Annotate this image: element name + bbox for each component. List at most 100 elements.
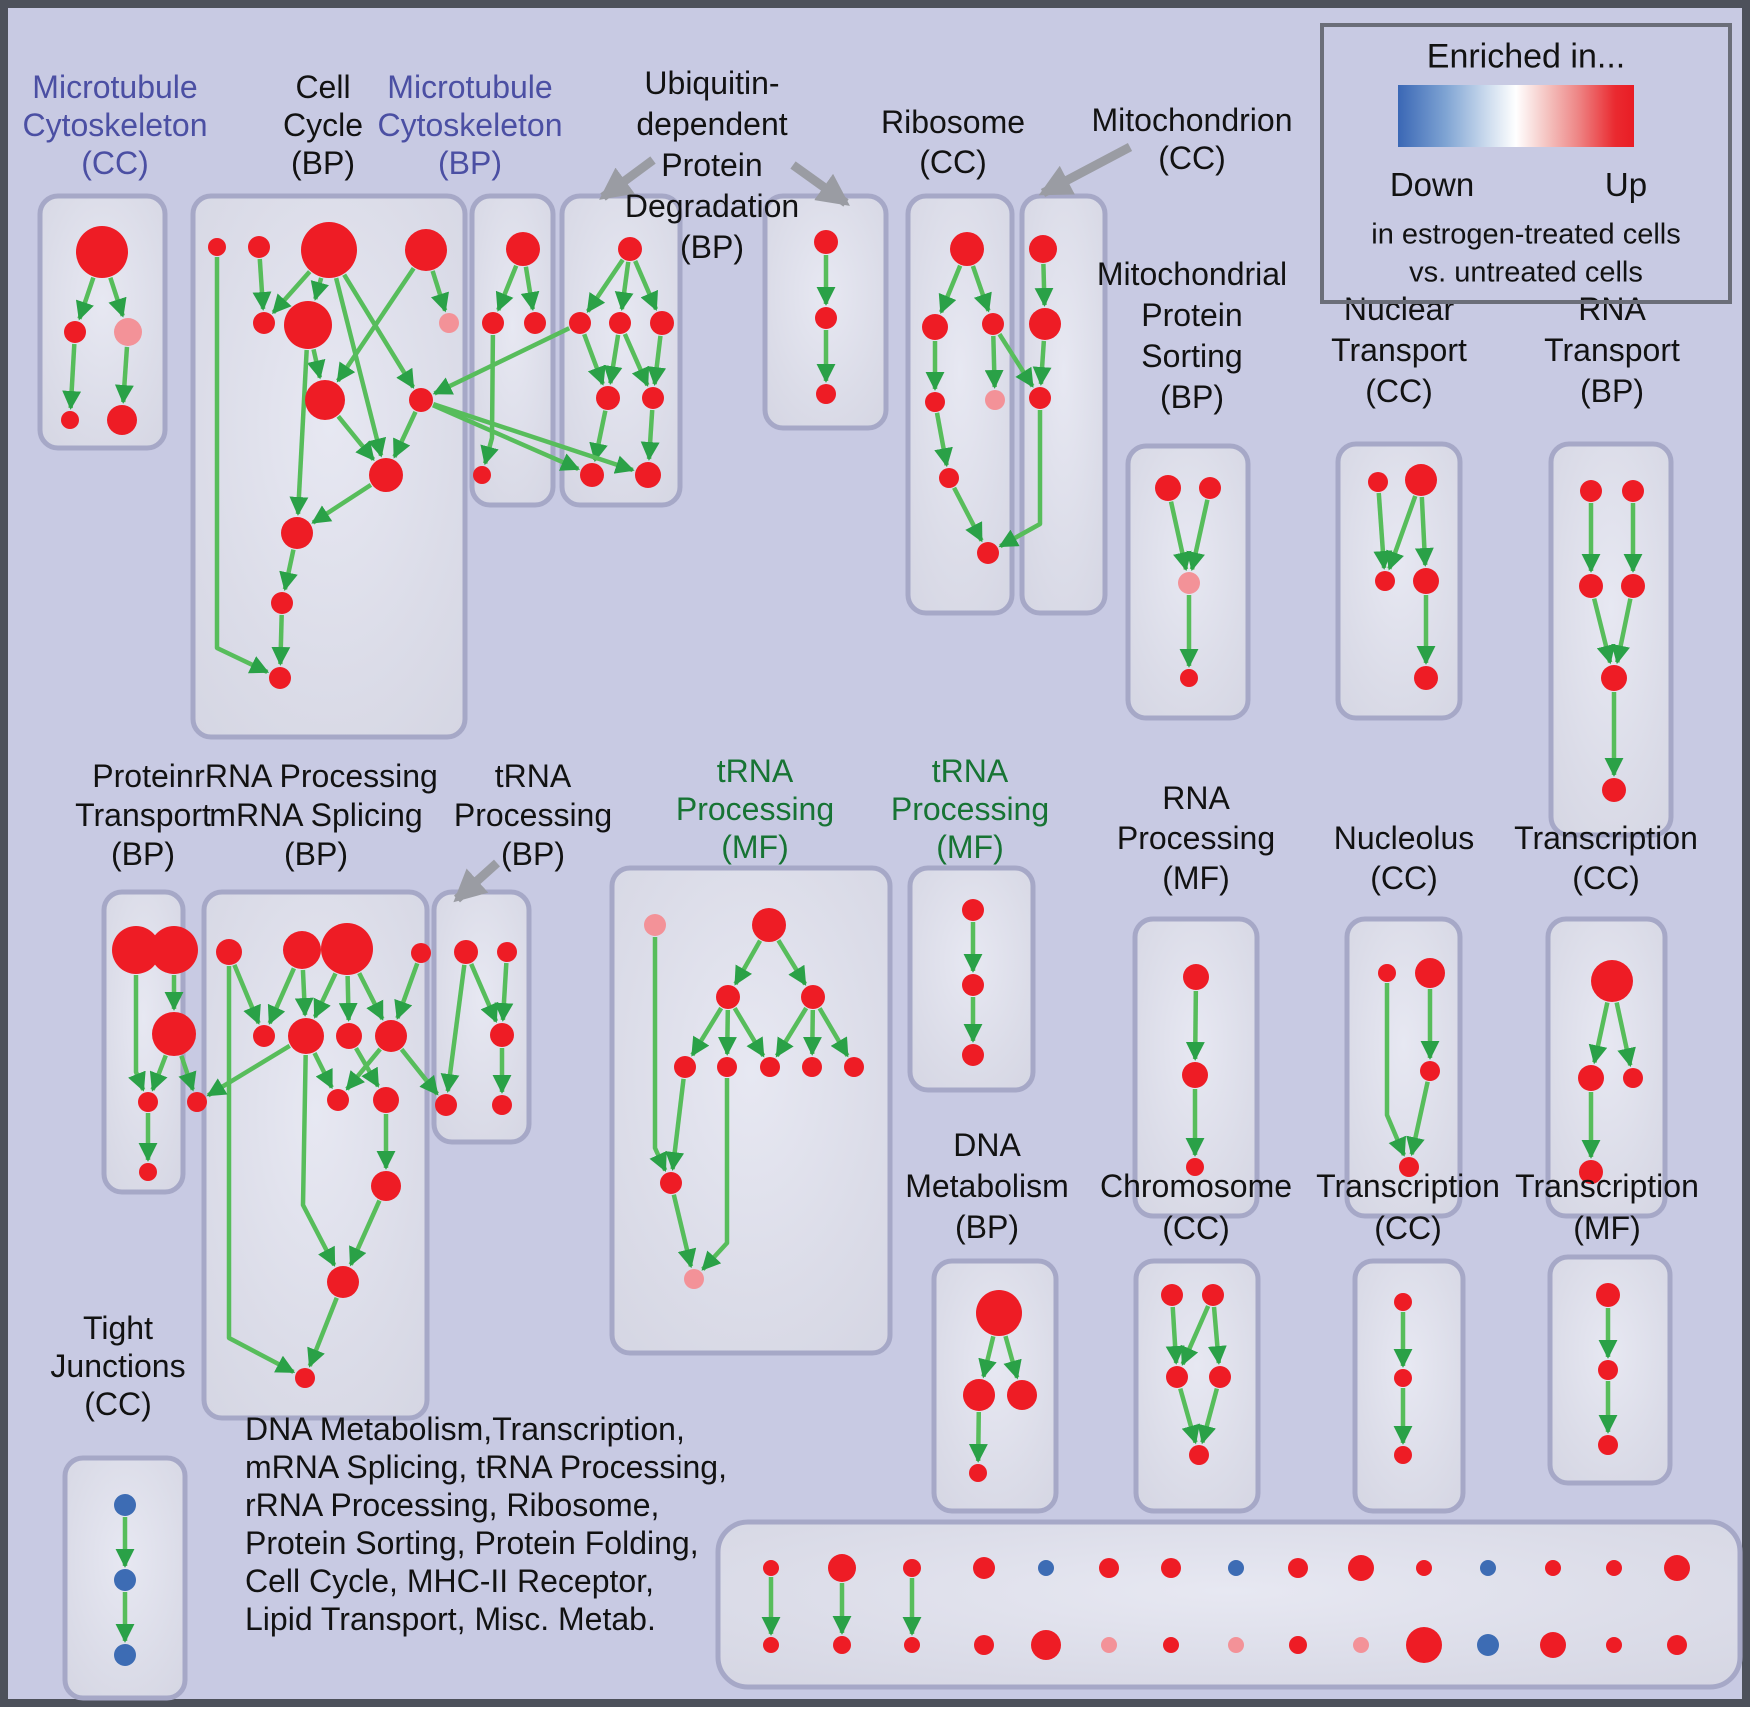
edge [307,1296,339,1368]
gene-node [1623,1068,1643,1088]
legend-subtitle-2: vs. untreated cells [1409,256,1643,289]
gene-node [1598,1435,1618,1455]
edge [432,403,580,472]
gene-node [216,939,242,965]
strip-node [1289,1636,1307,1654]
edge [1186,499,1210,572]
edge [717,1009,737,1056]
gene-node [963,1379,995,1411]
edge [206,1043,291,1098]
edge [934,412,953,468]
gene-node [439,313,459,333]
cluster-label-dna-metabolism-bp: DNA Metabolism (BP) [905,1127,1069,1245]
gene-node [1621,574,1645,598]
cluster-label-microtubule-cytoskeleton-cc: Microtubule Cytoskeleton (CC) [23,69,208,181]
edge [1003,1335,1022,1380]
strip-node [1667,1635,1687,1655]
gene-node [152,1012,196,1056]
gene-node [1375,571,1395,591]
gene-node [650,311,674,335]
gene-node [208,238,226,256]
edge [336,414,376,461]
edge [294,969,314,1017]
edge [279,549,298,592]
strip-node [1606,1560,1622,1576]
gene-node [150,926,198,974]
gene-node [752,908,786,942]
edge [311,482,373,525]
edge [1197,1388,1220,1445]
edge [432,401,635,474]
edge [603,334,623,386]
legend-subtitle-1: in estrogen-treated cells [1371,218,1681,251]
gene-node [327,1089,349,1111]
strip-node [1288,1558,1308,1578]
gene-node [1394,1446,1412,1464]
edge [342,273,416,389]
gene-node [802,1057,822,1077]
gene-node [490,1023,514,1047]
gene-node [674,1056,696,1078]
cluster-label-tight-junctions-cc: Tight Junctions (CC) [50,1310,185,1422]
edge [75,276,96,321]
gene-node [1420,1061,1440,1081]
strip-node [1540,1632,1566,1658]
edge [1414,496,1434,567]
gene-node [1202,1284,1224,1306]
strip-node [833,1636,851,1654]
gene-node [939,468,959,488]
edge [1168,501,1192,572]
gene-node [295,1368,315,1388]
cluster-label-trna-processing-mf-2: tRNA Processing (MF) [891,753,1049,865]
gene-node [609,312,631,334]
edge [1185,990,1205,1061]
gene-node [618,237,642,261]
cluster-label-trna-processing-bp: tRNA Processing (BP) [454,758,612,872]
gene-node [524,312,546,334]
edge [289,349,309,516]
edge [1614,1002,1636,1068]
gene-node [492,1095,512,1115]
pointer-arrow-icon [453,859,501,903]
cluster-box-nuclear-transport-cc [1335,441,1463,721]
gene-node [1596,1283,1620,1307]
gene-node [1182,1062,1208,1088]
cluster-label-transcription-cc-2: Transcription (CC) [1316,1168,1500,1246]
gene-node [187,1092,207,1112]
edge [589,410,608,463]
gene-node [375,1020,407,1052]
edge [108,276,127,318]
gene-node [506,232,540,266]
cluster-box-dna-metabolism-bp [931,1258,1059,1514]
gene-node [283,931,321,969]
edge [494,962,514,1022]
gene-node [922,314,948,340]
gene-node [962,974,984,996]
edge [732,1006,766,1058]
legend-gradient-bar [1398,85,1634,147]
edge [802,1009,822,1056]
gene-node [281,517,313,549]
strip-node [1606,1637,1622,1653]
gene-node [288,1018,324,1054]
gene-node [405,229,447,271]
cluster-label-ribosome-cc: Ribosome (CC) [881,104,1025,180]
cluster-label-protein-transport-bp: Protein Transport (BP) [75,758,211,872]
strip-node [1038,1560,1054,1576]
strip-node [973,1557,995,1579]
edge [1165,1306,1185,1365]
gene-node [138,1092,158,1112]
cluster-label-nuclear-transport-cc: Nuclear Transport (CC) [1331,291,1467,409]
strip-node [904,1637,920,1653]
gene-node [816,384,836,404]
gene-node [717,1057,737,1077]
edge [970,265,992,313]
edge [432,326,571,396]
gene-node [644,914,666,936]
gene-node [114,1569,136,1591]
edge [665,1078,686,1171]
edge [633,260,659,311]
gene-node [985,390,1005,410]
cluster-box-mixed-categories-strip [715,1519,1743,1690]
